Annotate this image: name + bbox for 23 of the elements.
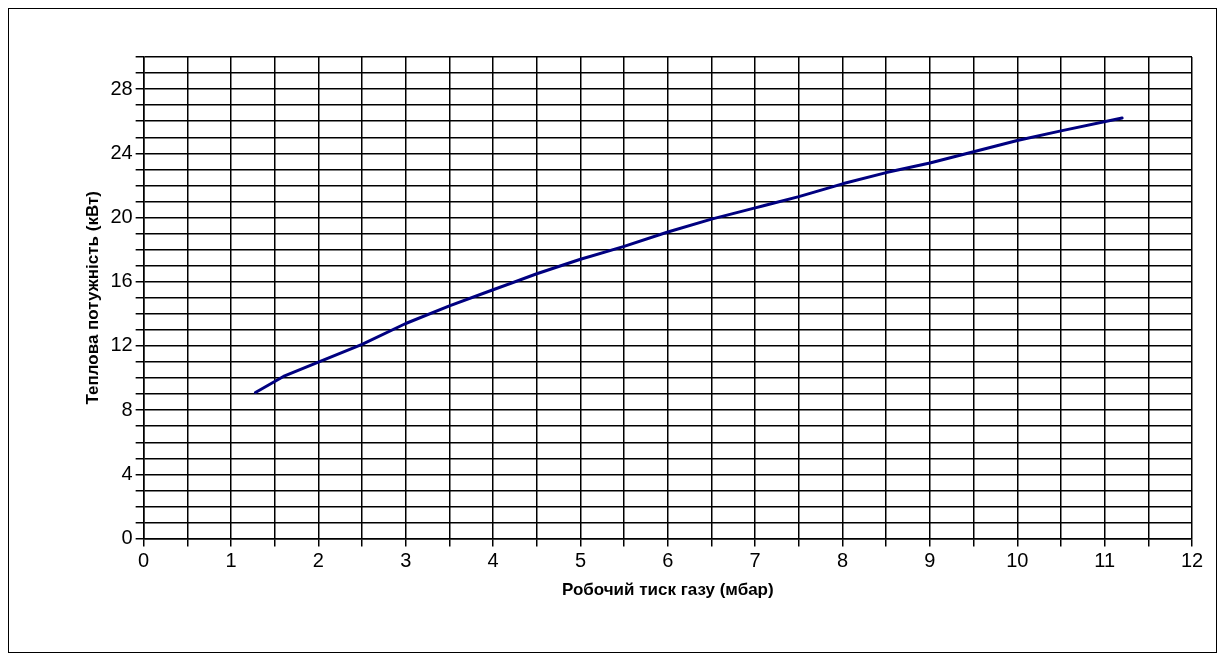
x-tick-label: 0: [138, 549, 150, 572]
y-tick-label: 0: [121, 526, 133, 549]
x-tick-label: 6: [662, 549, 674, 572]
y-tick-label: 4: [121, 461, 133, 484]
y-axis-title: Теплова потужність (кВт): [82, 191, 102, 405]
x-tick-label: 8: [836, 549, 849, 572]
x-tick-label: 1: [225, 549, 237, 572]
y-tick-label: 8: [121, 397, 133, 420]
x-tick-label: 9: [924, 549, 936, 572]
x-tick-label: 5: [574, 549, 587, 572]
y-tick-label: 20: [110, 205, 133, 228]
x-tick-label: 4: [487, 549, 499, 572]
y-tick-label: 16: [110, 269, 133, 292]
x-axis-title: Робочий тиск газу (мбар): [561, 580, 774, 600]
x-tick-label: 12: [1180, 549, 1204, 572]
x-tick-label: 2: [312, 549, 324, 572]
y-tick-label: 24: [110, 140, 133, 163]
x-tick-label: 11: [1094, 549, 1116, 572]
y-tick-label: 12: [110, 333, 133, 356]
x-tick-label: 7: [749, 549, 761, 572]
y-tick-label: 28: [110, 76, 133, 99]
x-tick-label: 3: [400, 549, 412, 572]
x-tick-label: 10: [1006, 549, 1029, 572]
